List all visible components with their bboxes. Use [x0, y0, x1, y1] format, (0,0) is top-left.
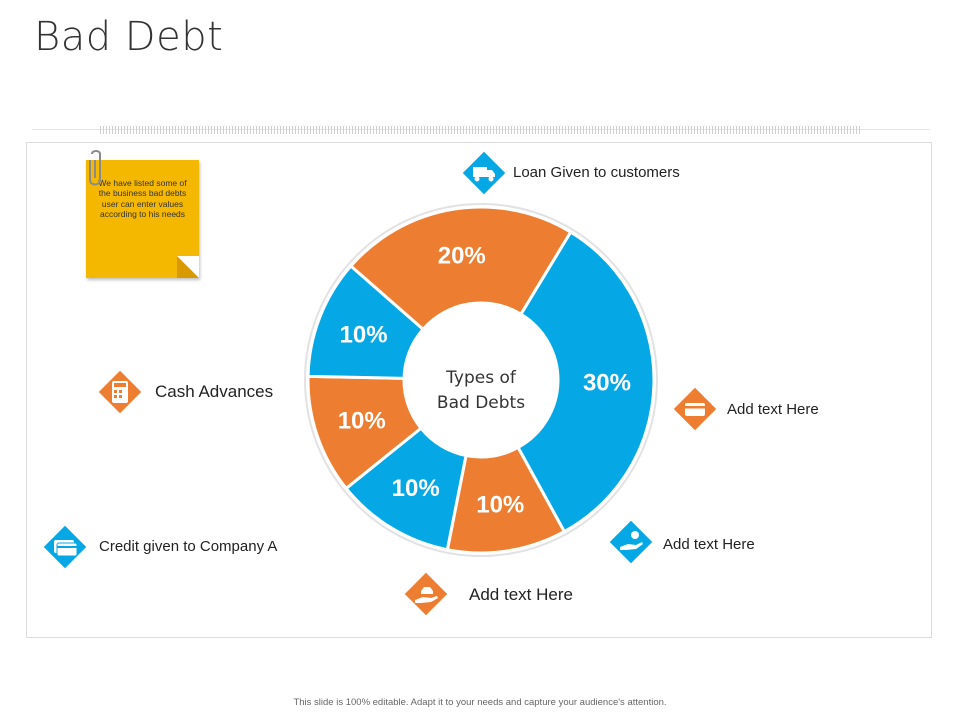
slice-label-6: 20%	[438, 242, 486, 269]
credit-card-icon	[43, 525, 87, 569]
chart-center-label-line2: Bad Debts	[437, 393, 525, 413]
label-add-3: Add text Here	[469, 585, 573, 604]
money-hand-icon	[609, 520, 653, 564]
chart-center-label-line1: Types of	[445, 368, 517, 388]
label-add-1: Add text Here	[727, 401, 819, 418]
label-credit: Credit given to Company A	[99, 538, 278, 555]
chart-slices	[306, 205, 656, 555]
car-hand-icon	[404, 572, 448, 616]
sticky-note: We have listed some of the business bad …	[86, 160, 199, 278]
chart-slice-labels: 30% 10% 10% 10% 10% 20%	[338, 242, 631, 518]
paperclip-icon	[89, 150, 101, 186]
title-divider	[32, 126, 930, 134]
content-panel	[26, 142, 932, 638]
footer-note: This slide is 100% editable. Adapt it to…	[293, 697, 667, 708]
label-add-2: Add text Here	[663, 536, 755, 553]
sticky-note-text: We have listed some of the business bad …	[98, 178, 187, 220]
label-cash: Cash Advances	[155, 382, 274, 401]
slice-label-5: 10%	[340, 321, 388, 348]
calculator-icon	[98, 370, 142, 414]
card-icon	[673, 387, 717, 431]
slice-label-2: 10%	[476, 492, 524, 519]
chart-center-hole	[404, 303, 558, 457]
slice-label-1: 30%	[583, 370, 631, 397]
slice-label-3: 10%	[392, 475, 440, 502]
page-title: Bad Debt	[34, 14, 224, 60]
truck-icon	[462, 151, 506, 195]
slice-label-4: 10%	[338, 408, 386, 435]
label-loan: Loan Given to customers	[513, 164, 680, 181]
